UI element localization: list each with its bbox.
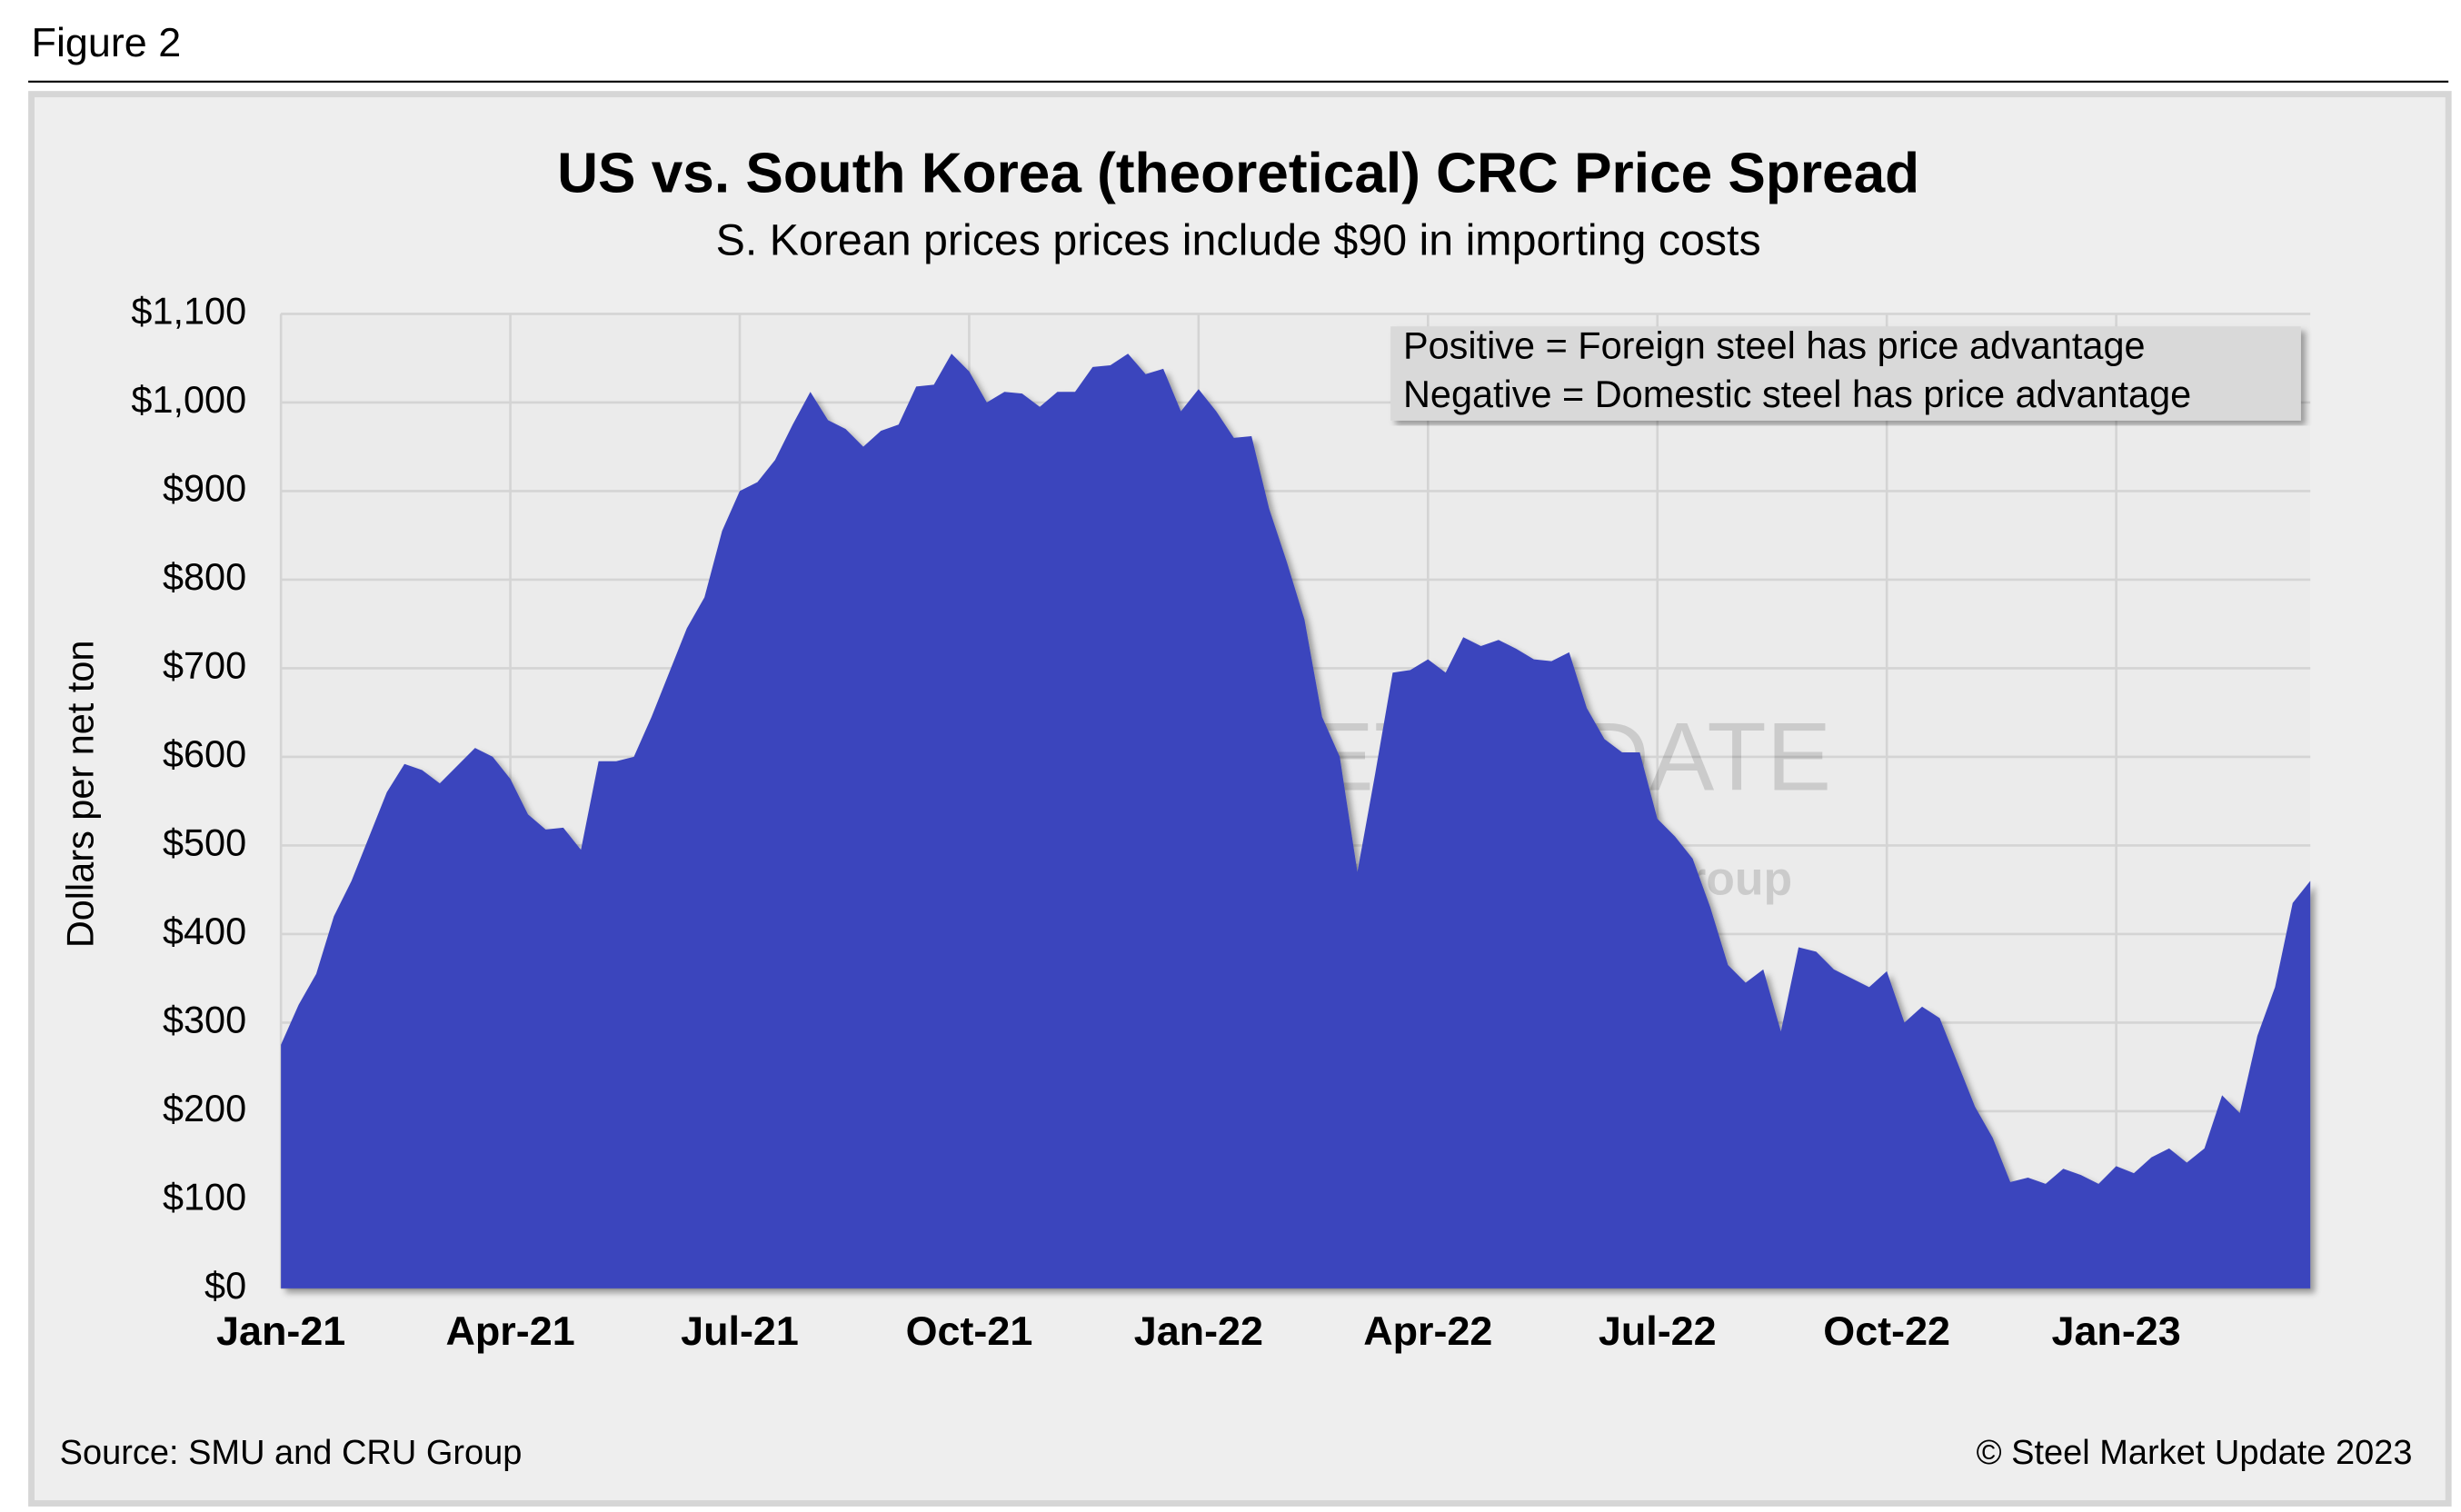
x-tick-label: Jul-21 <box>681 1308 799 1354</box>
x-tick-label: Oct-22 <box>1823 1308 1950 1354</box>
x-tick-label: Oct-21 <box>906 1308 1033 1354</box>
annotation-box: Positive = Foreign steel has price advan… <box>1390 323 2301 421</box>
y-tick-label: $1,000 <box>131 378 246 421</box>
copyright: © Steel Market Update 2023 <box>1977 1434 2413 1472</box>
x-tick-label: Apr-21 <box>445 1308 574 1354</box>
figure-label: Figure 2 <box>32 19 182 65</box>
x-tick-label: Jan-23 <box>2051 1308 2180 1354</box>
y-tick-label: $900 <box>163 466 246 509</box>
y-tick-label: $100 <box>163 1175 246 1218</box>
annotation: Negative = Domestic steel has price adva… <box>1403 373 2191 415</box>
y-tick-label: $400 <box>163 910 246 952</box>
annotation: Positive = Foreign steel has price advan… <box>1403 323 2146 366</box>
annotation-background <box>1390 326 2301 421</box>
y-tick-label: $300 <box>163 998 246 1040</box>
x-tick-label: Jan-21 <box>216 1308 345 1354</box>
y-tick-label: $500 <box>163 821 246 863</box>
chart-title: US vs. South Korea (theoretical) CRC Pri… <box>557 143 1919 205</box>
y-tick-label: $0 <box>204 1264 246 1307</box>
y-tick-label: $800 <box>163 555 246 598</box>
y-axis-label: Dollars per net ton <box>58 641 101 949</box>
area <box>281 353 2311 1288</box>
plot-area: Jan-21 Apr-21 Jul-21 Oct-21 Jan-22 Apr-22 Jul-… <box>131 289 2311 1354</box>
x-tick-label: Jan-22 <box>1134 1308 1263 1354</box>
y-tick-label: $200 <box>163 1087 246 1129</box>
chart-subtitle: S. Korean prices prices include $90 in i… <box>716 215 1761 264</box>
y-tick-label: $1,100 <box>131 289 246 332</box>
x-tick-label: Apr-22 <box>1363 1308 1492 1354</box>
y-tick-label: $700 <box>163 643 246 686</box>
source: Source: SMU and CRU Group <box>60 1434 523 1472</box>
y-tick-label: $600 <box>163 732 246 775</box>
x-tick-label: Jul-22 <box>1599 1308 1717 1354</box>
